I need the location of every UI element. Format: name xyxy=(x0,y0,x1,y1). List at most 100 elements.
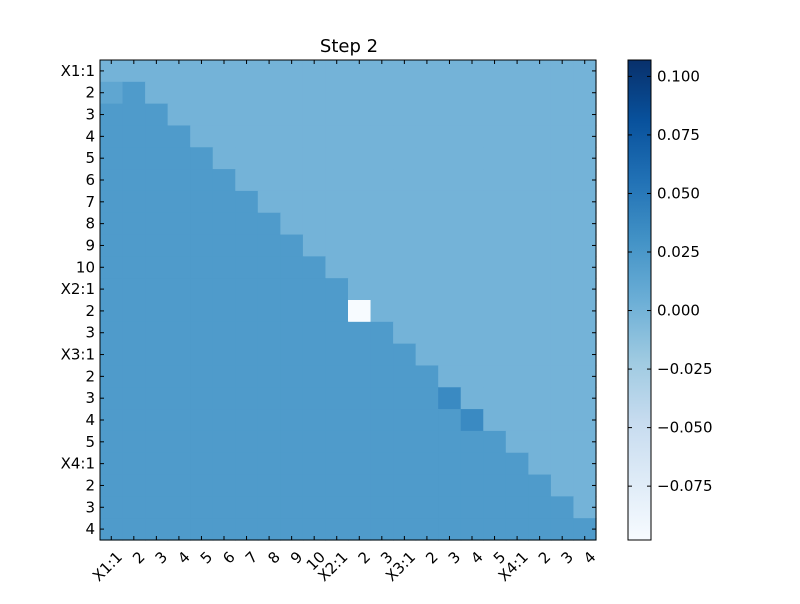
heatmap-cell xyxy=(212,103,236,127)
heatmap-cell xyxy=(325,387,349,410)
heatmap-cell xyxy=(280,474,304,497)
heatmap-cell xyxy=(122,321,146,345)
heatmap-cell xyxy=(280,234,304,257)
heatmap-cell xyxy=(235,169,259,192)
heatmap-cell xyxy=(190,365,214,388)
heatmap-cell xyxy=(257,103,281,127)
heatmap-cell xyxy=(100,234,124,257)
heatmap-cell xyxy=(190,474,214,497)
heatmap-cell xyxy=(325,518,349,541)
heatmap-cell xyxy=(415,125,439,148)
heatmap-cell xyxy=(122,212,146,236)
heatmap-cell xyxy=(257,278,281,301)
heatmap-cell xyxy=(348,387,372,410)
heatmap-cell xyxy=(573,169,597,192)
row-tick-label: 4 xyxy=(85,520,95,538)
heatmap-cell xyxy=(257,409,281,432)
heatmap-cell xyxy=(550,387,575,410)
heatmap-cell xyxy=(393,147,417,170)
heatmap-cell xyxy=(550,60,575,83)
heatmap-cell xyxy=(325,190,349,214)
heatmap-cell xyxy=(302,169,327,192)
heatmap-cell xyxy=(573,474,597,497)
heatmap-cell xyxy=(100,125,124,148)
heatmap-cell xyxy=(280,190,304,214)
heatmap-cell xyxy=(370,256,394,279)
heatmap-cell xyxy=(122,409,146,432)
heatmap-cell xyxy=(483,518,507,541)
heatmap-cell xyxy=(145,212,169,236)
heatmap-cell xyxy=(325,278,349,301)
heatmap-cell xyxy=(573,190,597,214)
heatmap-cell xyxy=(460,103,484,127)
heatmap-cell xyxy=(145,365,169,388)
heatmap-cell xyxy=(100,278,124,301)
heatmap-cell xyxy=(528,256,552,279)
colorbar-tick-label: 0.000 xyxy=(657,302,700,320)
heatmap-cell xyxy=(167,343,191,367)
heatmap-cell xyxy=(257,474,281,497)
heatmap-cell xyxy=(528,81,552,105)
heatmap-cell xyxy=(145,343,169,367)
heatmap-cell xyxy=(415,430,439,454)
heatmap-cell xyxy=(257,234,281,257)
heatmap-cell xyxy=(528,190,552,214)
heatmap-cell xyxy=(325,125,349,148)
heatmap-cell xyxy=(348,300,372,323)
heatmap-cell xyxy=(122,430,146,454)
heatmap-cell xyxy=(100,169,124,192)
heatmap-cell xyxy=(348,234,372,257)
heatmap-cell xyxy=(212,496,236,519)
heatmap-cell xyxy=(100,256,124,279)
col-tick-label: 6 xyxy=(219,548,238,567)
heatmap-cell xyxy=(302,103,327,127)
row-tick-label: 3 xyxy=(85,324,95,342)
heatmap-cell xyxy=(505,278,529,301)
heatmap-cell xyxy=(438,452,462,476)
heatmap-cell xyxy=(302,365,327,388)
heatmap-cell xyxy=(100,343,124,367)
heatmap-cell xyxy=(573,365,597,388)
heatmap-cell xyxy=(550,81,575,105)
heatmap-cell xyxy=(257,147,281,170)
heatmap-cell xyxy=(348,430,372,454)
colorbar-tick-label: −0.050 xyxy=(657,419,713,437)
heatmap-cell xyxy=(505,103,529,127)
heatmap-cell xyxy=(100,430,124,454)
heatmap-frame xyxy=(99,59,597,541)
heatmap-cell xyxy=(393,452,417,476)
heatmap-cell xyxy=(528,452,552,476)
heatmap-cell xyxy=(235,496,259,519)
heatmap-cell xyxy=(415,81,439,105)
heatmap-cell xyxy=(460,60,484,83)
chart-title: Step 2 xyxy=(320,36,378,57)
heatmap-cell xyxy=(167,409,191,432)
heatmap-cell xyxy=(415,365,439,388)
heatmap-cell xyxy=(257,496,281,519)
heatmap-cell xyxy=(528,60,552,83)
heatmap-cell xyxy=(460,365,484,388)
heatmap-cell xyxy=(122,387,146,410)
heatmap-cell xyxy=(415,409,439,432)
heatmap-cell xyxy=(257,125,281,148)
heatmap-cell xyxy=(393,60,417,83)
heatmap-cell xyxy=(167,430,191,454)
row-tick-label: 4 xyxy=(85,127,95,145)
heatmap-cell xyxy=(573,452,597,476)
heatmap-cell xyxy=(325,169,349,192)
heatmap-cell xyxy=(415,190,439,214)
heatmap-cell xyxy=(100,60,124,83)
row-tick-label: 10 xyxy=(76,258,95,276)
heatmap-cell xyxy=(438,300,462,323)
heatmap-cell xyxy=(190,256,214,279)
heatmap-cell xyxy=(483,169,507,192)
heatmap-cell xyxy=(550,474,575,497)
heatmap-cell xyxy=(505,343,529,367)
heatmap-cell xyxy=(212,343,236,367)
heatmap-cell xyxy=(550,365,575,388)
heatmap-cell xyxy=(573,409,597,432)
heatmap-cell xyxy=(145,103,169,127)
heatmap-cell xyxy=(235,256,259,279)
heatmap-cell xyxy=(528,321,552,345)
